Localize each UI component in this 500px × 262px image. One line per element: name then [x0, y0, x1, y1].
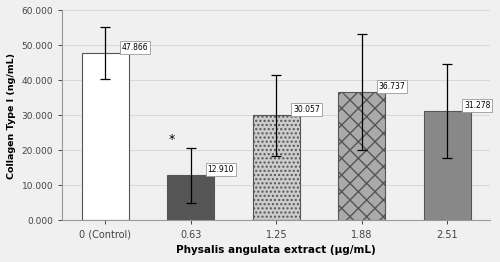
X-axis label: Physalis angulata extract (µg/mL): Physalis angulata extract (µg/mL)	[176, 245, 376, 255]
Bar	[253, 115, 300, 220]
Text: 30.057: 30.057	[293, 105, 320, 114]
Bar	[338, 92, 386, 220]
Text: 31.278: 31.278	[464, 101, 490, 110]
Bar	[82, 53, 128, 220]
Text: 47.866: 47.866	[122, 43, 148, 52]
Bar	[167, 175, 214, 220]
Y-axis label: Collagen Type I (ng/mL): Collagen Type I (ng/mL)	[7, 52, 16, 178]
Bar	[424, 111, 471, 220]
Text: 36.737: 36.737	[378, 82, 406, 91]
Text: *: *	[169, 133, 175, 146]
Text: 12.910: 12.910	[208, 165, 234, 174]
